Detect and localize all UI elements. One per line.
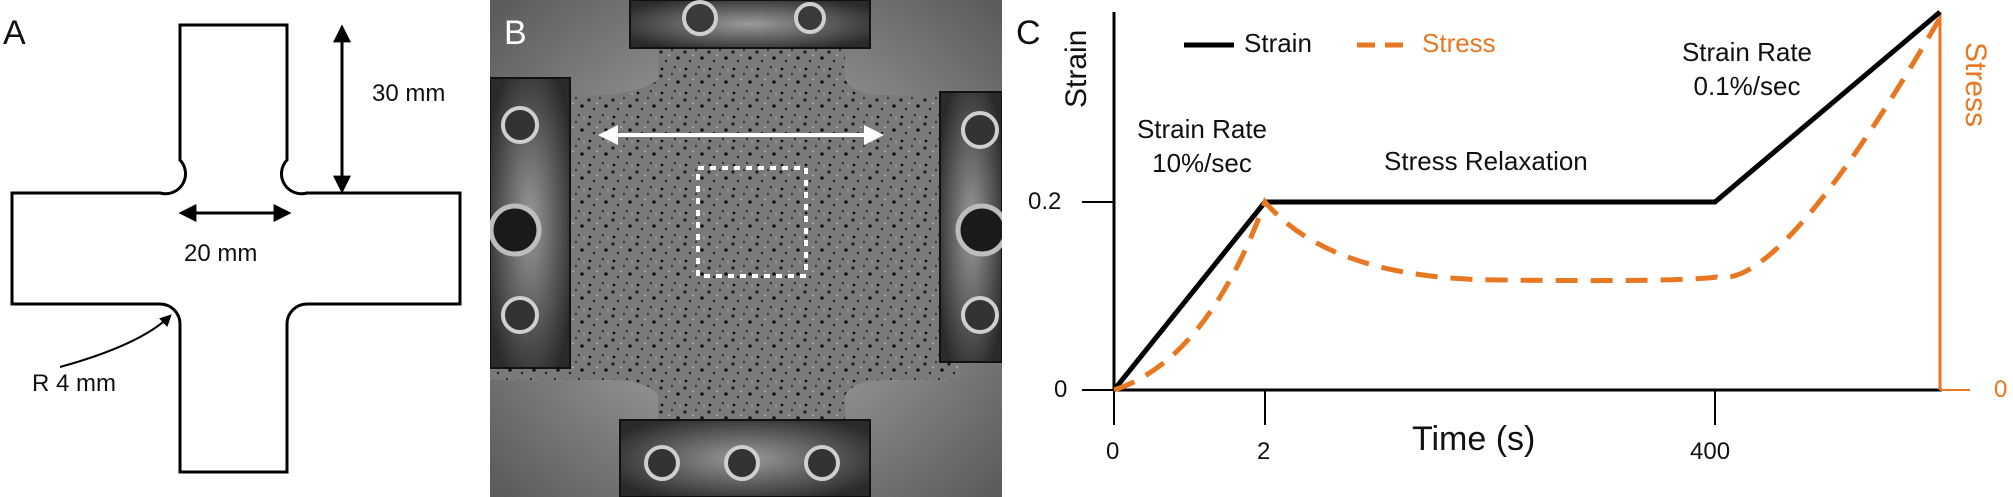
y-tick-label-0.2: 0.2 xyxy=(1028,188,1062,215)
legend-stress-label: Stress xyxy=(1422,28,1496,58)
left-y-axis-label: Strain xyxy=(1060,29,1093,108)
panel-letter-a: A xyxy=(3,14,26,52)
x-tick-label-0: 0 xyxy=(1106,438,1120,465)
x-axis-label: Time (s) xyxy=(1412,420,1536,458)
annotation-strain-rate-2: Strain Rate 0.1%/sec xyxy=(1667,35,1827,103)
right-y-axis-label: Stress xyxy=(1959,42,1992,128)
y-tick-label-0: 0 xyxy=(1054,376,1068,403)
right-grip-bolt-icon xyxy=(961,111,999,149)
right-y-tick-label-0: 0 xyxy=(1994,376,2008,403)
strain-stress-chart xyxy=(1082,10,1970,425)
panel-b-photo: B xyxy=(490,0,1002,497)
panel-letter-c: C xyxy=(1016,14,1041,52)
bottom-grip-bolt-icon xyxy=(804,445,840,481)
panel-letter-b: B xyxy=(504,14,527,52)
cruciform-outline xyxy=(10,23,462,474)
panel-c-chart: C Strain Stress Strain Stress Time (s) 0… xyxy=(1002,0,2013,497)
stress-series-line xyxy=(1113,16,1943,393)
radius-label: R 4 mm xyxy=(32,370,116,397)
cruciform-specimen-drawing xyxy=(10,23,462,474)
annotation-strain-rate-2-value: 0.1%/sec xyxy=(1693,71,1801,101)
length-dimension-label: 30 mm xyxy=(372,80,446,107)
panel-a: A 30 mm 20 mm R 4 mm xyxy=(0,0,480,497)
x-tick-label-400: 400 xyxy=(1690,438,1731,465)
annotation-strain-rate-1: Strain Rate 10%/sec xyxy=(1122,112,1282,180)
legend-strain-label: Strain xyxy=(1244,28,1312,58)
annotation-strain-rate-1-value: 10%/sec xyxy=(1152,148,1252,178)
bottom-grip-bolt-icon xyxy=(644,445,680,481)
left-grip-bolt-icon xyxy=(490,203,542,257)
annotation-stress-relaxation: Stress Relaxation xyxy=(1384,146,1588,176)
right-grip-bolt-icon xyxy=(955,203,1002,257)
strain-series-line xyxy=(1112,10,1942,392)
width-dimension-label: 20 mm xyxy=(184,240,258,267)
bottom-grip-bolt-icon xyxy=(724,445,760,481)
top-grip-bolt-icon xyxy=(682,0,718,36)
annotation-strain-rate-1-title: Strain Rate xyxy=(1136,114,1268,144)
region-of-interest-box xyxy=(696,166,808,278)
left-grip-bolt-icon xyxy=(501,106,539,144)
x-tick-label-2: 2 xyxy=(1257,438,1271,465)
left-grip-bolt-icon xyxy=(501,296,539,334)
annotation-strain-rate-2-title: Strain Rate xyxy=(1681,37,1813,67)
radius-leader-arrow xyxy=(59,314,172,368)
right-grip-bolt-icon xyxy=(961,296,999,334)
specimen-photo xyxy=(490,0,1002,497)
top-grip xyxy=(629,0,871,49)
top-grip-bolt-icon xyxy=(794,2,826,34)
